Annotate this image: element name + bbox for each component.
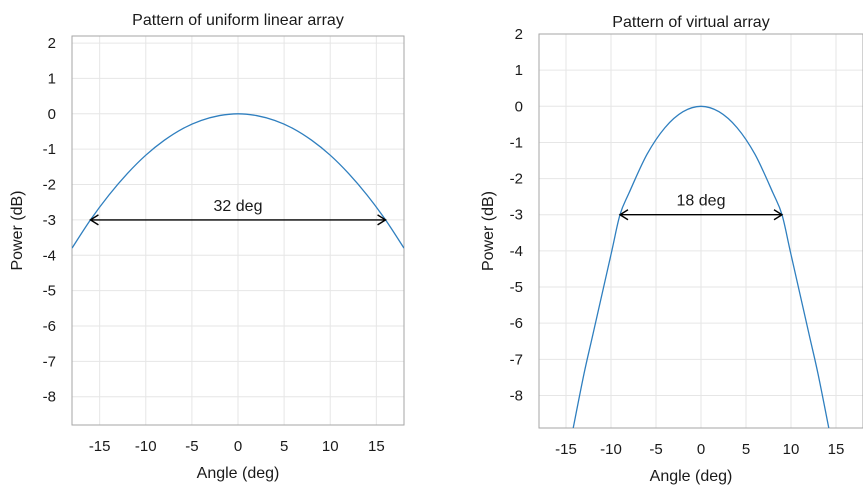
y-tick-label: 1: [515, 62, 523, 79]
series-line: [72, 113, 404, 249]
y-tick-label: -1: [43, 141, 56, 158]
arrow-head-left: [618, 209, 629, 221]
plot-frame: [538, 33, 863, 429]
y-tick-label: -5: [510, 279, 523, 296]
x-axis-label: Angle (deg): [650, 468, 733, 485]
y-tick-label: -7: [43, 353, 56, 370]
x-tick-label: -5: [649, 441, 662, 458]
x-tick-label: 0: [697, 441, 705, 458]
x-tick-label: 15: [828, 441, 845, 458]
chart-title: Pattern of virtual array: [612, 14, 769, 31]
y-tick-label: -6: [510, 315, 523, 332]
y-tick-label: -7: [510, 351, 523, 368]
x-tick-label: 5: [742, 441, 750, 458]
y-tick-label: 2: [48, 35, 56, 52]
beamwidth-annotation: 18 deg: [677, 193, 726, 210]
y-tick-label: -5: [43, 283, 56, 300]
y-tick-label: -3: [510, 207, 523, 224]
y-tick-label: 0: [48, 106, 56, 123]
series-line: [572, 105, 830, 428]
y-tick-label: 2: [515, 26, 523, 43]
x-tick-label: 10: [322, 438, 339, 455]
y-tick-label: -8: [510, 387, 523, 404]
plot-frame: [71, 35, 405, 426]
y-axis-label: Power (dB): [480, 191, 497, 271]
x-tick-label: -15: [555, 441, 577, 458]
x-tick-label: -5: [185, 438, 198, 455]
y-tick-label: -4: [510, 243, 523, 260]
beamwidth-annotation: 32 deg: [214, 198, 263, 215]
y-tick-label: -1: [510, 134, 523, 151]
x-tick-label: 5: [280, 438, 288, 455]
x-tick-label: -10: [600, 441, 622, 458]
y-tick-label: 1: [48, 70, 56, 87]
y-tick-label: -2: [43, 177, 56, 194]
y-tick-label: -6: [43, 318, 56, 335]
x-tick-label: 0: [234, 438, 242, 455]
x-axis-label: Angle (deg): [197, 465, 280, 482]
y-tick-label: -3: [43, 212, 56, 229]
arrow-head-right: [773, 209, 784, 221]
x-tick-label: 15: [368, 438, 385, 455]
chart-title: Pattern of uniform linear array: [132, 12, 344, 29]
y-tick-label: -4: [43, 247, 56, 264]
x-tick-label: -10: [135, 438, 157, 455]
y-tick-label: 0: [515, 98, 523, 115]
x-tick-label: -15: [89, 438, 111, 455]
y-tick-label: -8: [43, 389, 56, 406]
y-axis-label: Power (dB): [9, 190, 26, 270]
x-tick-label: 10: [783, 441, 800, 458]
arrow-head-left: [89, 214, 99, 226]
arrow-head-right: [377, 214, 387, 226]
y-tick-label: -2: [510, 171, 523, 188]
